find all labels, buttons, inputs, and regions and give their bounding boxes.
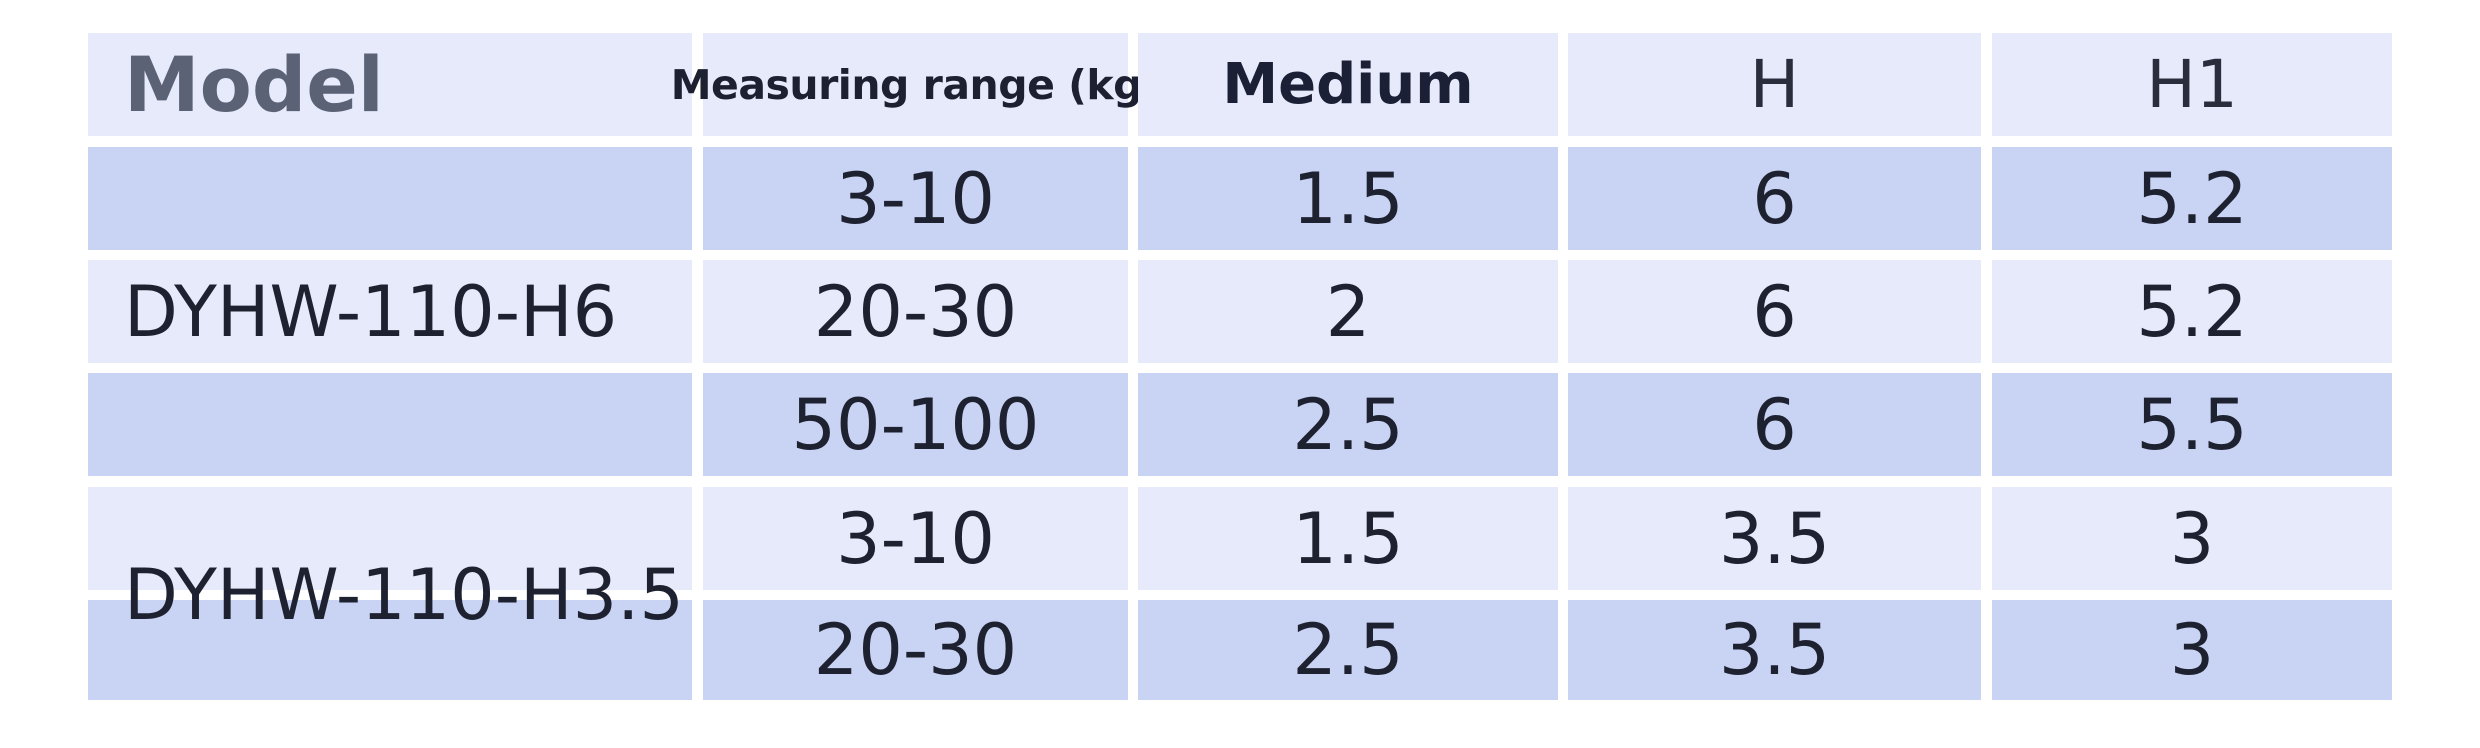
- cell-range: 3-10: [703, 147, 1128, 250]
- cell-h1: 5.2: [1992, 260, 2392, 363]
- model-cell-bg: [88, 487, 692, 590]
- cell-h: 3.5: [1568, 600, 1981, 700]
- header-h: H: [1568, 33, 1981, 136]
- model-cell-dyhw-110-h3-5: DYHW-110-H3.5: [124, 554, 684, 636]
- header-measuring-range: Measuring range (kg): [671, 33, 1161, 136]
- cell-h: 6: [1568, 147, 1981, 250]
- model-cell-bg: [88, 373, 692, 476]
- cell-medium: 2: [1138, 260, 1558, 363]
- cell-h: 6: [1568, 373, 1981, 476]
- cell-range: 20-30: [703, 600, 1128, 700]
- cell-medium: 1.5: [1138, 147, 1558, 250]
- cell-range: 50-100: [703, 373, 1128, 476]
- header-model: Model: [88, 33, 692, 136]
- cell-h1: 5.5: [1992, 373, 2392, 476]
- cell-medium: 2.5: [1138, 373, 1558, 476]
- cell-h1: 5.2: [1992, 147, 2392, 250]
- header-medium: Medium: [1138, 33, 1558, 136]
- header-h1: H1: [1992, 33, 2392, 136]
- model-cell-bg: [88, 600, 692, 700]
- cell-h1: 3: [1992, 600, 2392, 700]
- cell-h: 6: [1568, 260, 1981, 363]
- model-cell-dyhw-110-h6: DYHW-110-H6: [88, 260, 692, 363]
- cell-medium: 1.5: [1138, 487, 1558, 590]
- cell-range: 20-30: [703, 260, 1128, 363]
- cell-range: 3-10: [703, 487, 1128, 590]
- cell-medium: 2.5: [1138, 600, 1558, 700]
- cell-h: 3.5: [1568, 487, 1981, 590]
- model-cell-bg: [88, 147, 692, 250]
- cell-h1: 3: [1992, 487, 2392, 590]
